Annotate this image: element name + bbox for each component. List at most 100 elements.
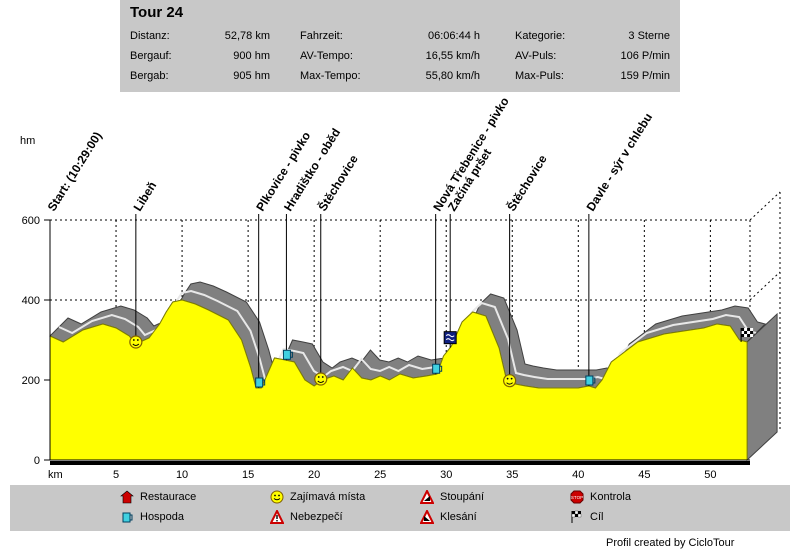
stat-value: 3 Sterne — [628, 30, 670, 42]
legend-item-zajimava: Zajímavá místa — [270, 490, 365, 504]
annotation-label: Štěchovice — [503, 152, 549, 214]
pub-handle — [290, 351, 293, 358]
pub-handle — [439, 365, 443, 372]
legend-label: Restaurace — [140, 491, 197, 503]
klesani-icon — [419, 508, 435, 524]
x-tick-label: 35 — [506, 469, 518, 481]
legend-label: Hospoda — [140, 511, 185, 523]
finish-flag-cell — [744, 331, 748, 334]
legend-label: Stoupání — [440, 491, 485, 503]
weather-rain — [445, 334, 455, 342]
finish-flag-cell — [741, 334, 745, 337]
finish-flag-cell — [750, 334, 754, 337]
smiley-face — [314, 372, 328, 386]
y-gridline-depth — [749, 191, 781, 221]
pub-icon — [432, 363, 443, 374]
restaurace-icon — [120, 490, 134, 504]
smiley-icon — [503, 374, 517, 388]
annotation-label: Start: (10:29:00) — [45, 129, 105, 213]
stat-value: 159 P/min — [620, 70, 670, 82]
finish-flag-cell — [750, 328, 754, 331]
finish-flag-cell — [747, 331, 751, 334]
annotation-label: Davle - sýr v chlebu — [584, 111, 656, 214]
tour-stats-panel: Tour 24 Distanz: 52,78 km Fahrzeit: 06:06:4… — [120, 0, 680, 92]
smiley-eye — [136, 339, 139, 341]
x-tick-label: 25 — [374, 469, 386, 481]
stat-label: AV-Tempo: — [300, 50, 353, 62]
annotation-label: Nová Třebenice - pivko — [430, 95, 511, 214]
stat-value: 905 hm — [233, 70, 270, 82]
smiley-icon — [314, 372, 328, 386]
finish-flag-cell — [744, 334, 748, 337]
stat-value: 55,80 km/h — [425, 70, 480, 82]
finish-flag-cell — [741, 331, 745, 334]
stat-value: 16,55 km/h — [425, 50, 480, 62]
x-tick-label: 10 — [176, 469, 188, 481]
x-axis-scale-bar — [50, 461, 750, 465]
profile-area — [49, 299, 748, 461]
y-tick-label: 600 — [22, 215, 40, 227]
finish-flag-cell — [744, 328, 748, 331]
x-tick-label: 20 — [308, 469, 320, 481]
annotation-label: Libeň — [131, 179, 160, 214]
stat-value: 52,78 km — [224, 30, 270, 42]
finish-flag-cell — [747, 334, 751, 337]
zajimava-mista-icon — [270, 490, 284, 504]
legend-item-stoupani: Stoupání — [419, 488, 485, 504]
legend-item-hospoda: Hospoda — [120, 510, 184, 524]
smiley-eye — [506, 377, 509, 380]
pub-icon — [282, 349, 293, 360]
legend-label: Klesání — [440, 511, 477, 523]
legend-label: Zajímavá místa — [290, 491, 366, 503]
smiley-mouth — [317, 380, 325, 383]
weather-icon — [443, 331, 457, 345]
pub-mug — [255, 377, 264, 388]
y-tick-label: 400 — [22, 295, 40, 307]
smiley-icon — [129, 335, 143, 349]
legend-item-kontrola: STOP Kontrola — [570, 490, 631, 504]
x-axis-label: km — [48, 469, 63, 481]
finish-icon — [740, 328, 754, 342]
stat-value: 106 P/min — [620, 50, 670, 62]
finish-flag-cell — [750, 331, 754, 334]
pub-mug — [585, 375, 594, 386]
legend-item-restaurace: Restaurace — [120, 490, 196, 504]
legend-label: Cíl — [590, 511, 604, 523]
axis-layer: 0 200 400 600 hm km 5 10 15 20 25 30 35 40 45 50 — [20, 135, 750, 481]
smiley-mouth — [132, 343, 140, 346]
x-tick-label: 5 — [113, 469, 119, 481]
legend-label: Kontrola — [590, 491, 631, 503]
x-tick-label: 45 — [638, 469, 650, 481]
x-tick-label: 40 — [572, 469, 584, 481]
pub-mug — [282, 349, 291, 360]
pub-handle — [262, 379, 266, 386]
finish-flag-cell — [747, 328, 751, 331]
stat-label: Bergab: — [130, 70, 169, 82]
finish-flag-cell — [741, 328, 745, 331]
pub-handle — [592, 377, 596, 384]
stat-label: Bergauf: — [130, 50, 172, 62]
legend-item-klesani: Klesání — [419, 508, 477, 524]
tour-title: Tour 24 — [130, 4, 184, 21]
pub-icon — [255, 377, 266, 388]
stat-label: AV-Puls: — [515, 50, 557, 62]
stoupani-icon — [419, 488, 435, 504]
hospoda-icon — [120, 510, 134, 524]
stat-label: Max-Tempo: — [300, 70, 361, 82]
kontrola-icon: STOP — [570, 490, 584, 504]
stat-label: Fahrzeit: — [300, 30, 343, 42]
weather-box — [443, 331, 457, 345]
legend-item-cil: Cíl — [570, 510, 603, 524]
nebezpeci-icon — [269, 508, 285, 524]
pub-icon — [585, 375, 596, 386]
smiley-face — [129, 335, 143, 349]
credit-text: Profil created by CicloTour — [606, 537, 735, 549]
pub-mug — [432, 363, 441, 374]
y-tick-label: 200 — [22, 375, 40, 387]
smiley-eye — [510, 377, 513, 380]
road-line — [58, 289, 757, 381]
stat-label: Distanz: — [130, 30, 170, 42]
y-axis-label: hm — [20, 135, 35, 147]
stat-value: 06:06:44 h — [428, 30, 480, 42]
